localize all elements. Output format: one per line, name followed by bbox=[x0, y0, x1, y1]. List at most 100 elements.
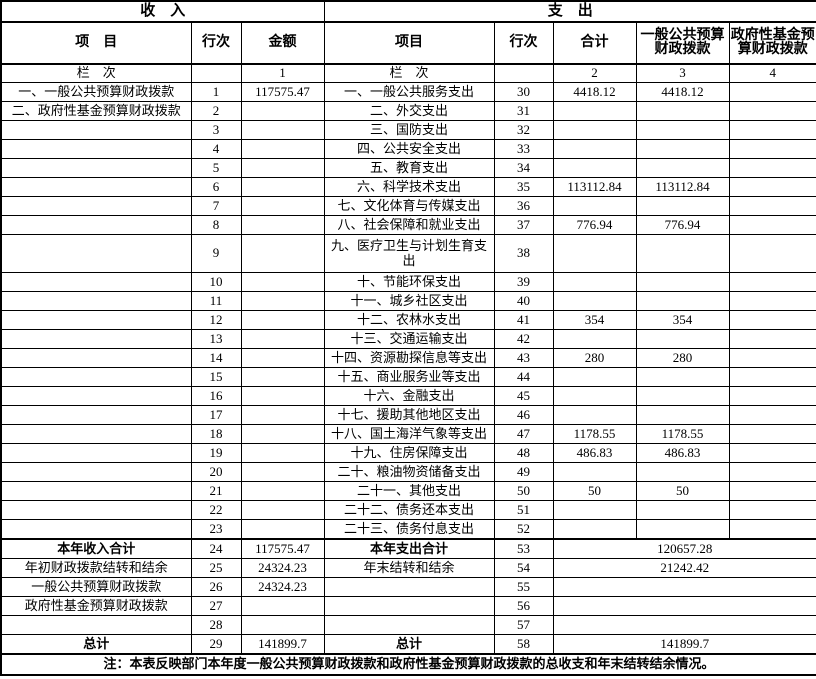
expense-general-cell bbox=[635, 405, 730, 425]
expense-total-cell: 113112.84 bbox=[552, 177, 637, 197]
income-line-cell: 15 bbox=[190, 367, 242, 387]
expense-fund-cell bbox=[728, 424, 816, 444]
income-line-cell: 18 bbox=[190, 424, 242, 444]
expense-line-cell: 57 bbox=[493, 615, 554, 635]
income-item-cell: 一般公共预算财政拨款 bbox=[0, 577, 192, 597]
income-amount-cell bbox=[240, 596, 325, 616]
income-amount-cell: 24324.23 bbox=[240, 577, 325, 597]
income-amount-cell bbox=[240, 405, 325, 425]
expense-item-cell: 总计 bbox=[323, 634, 495, 655]
expense-line-cell: 39 bbox=[493, 272, 554, 292]
expense-fund-cell bbox=[728, 215, 816, 235]
expense-merged-value-cell: 120657.28 bbox=[552, 538, 816, 559]
note-row: 注：本表反映部门本年度一般公共预算财政拨款和政府性基金预算财政拨款的总收支和年末… bbox=[0, 653, 816, 676]
expense-total-cell bbox=[552, 158, 637, 178]
income-line-cell: 27 bbox=[190, 596, 242, 616]
summary-row: 政府性基金预算财政拨款 27 56 bbox=[0, 596, 816, 616]
income-item-cell bbox=[0, 291, 192, 311]
expense-line-cell: 56 bbox=[493, 596, 554, 616]
income-col-num: 1 bbox=[240, 63, 325, 83]
expense-fund-cell bbox=[728, 462, 816, 482]
expense-item-cell bbox=[323, 596, 495, 616]
income-amount-cell: 24324.23 bbox=[240, 558, 325, 578]
summary-row: 年初财政拨款结转和结余 25 24324.23 年末结转和结余 54 21242.42 bbox=[0, 558, 816, 578]
income-amount-cell bbox=[240, 348, 325, 368]
expense-col-num-total: 2 bbox=[552, 63, 637, 83]
expense-general-cell: 486.83 bbox=[635, 443, 730, 463]
income-amount-cell bbox=[240, 329, 325, 349]
income-item-cell bbox=[0, 405, 192, 425]
income-item-cell bbox=[0, 329, 192, 349]
column-index-row: 栏 次 1 栏 次 2 3 4 bbox=[0, 63, 816, 83]
table-row: 9 九、医疗卫生与计划生育支出 38 bbox=[0, 234, 816, 273]
expense-total-cell bbox=[552, 329, 637, 349]
expense-total-cell: 776.94 bbox=[552, 215, 637, 235]
expense-fund-cell bbox=[728, 120, 816, 140]
income-line-cell: 2 bbox=[190, 101, 242, 121]
expense-general-cell bbox=[635, 158, 730, 178]
income-amount-cell bbox=[240, 310, 325, 330]
table-row: 17 十七、援助其他地区支出 46 bbox=[0, 405, 816, 425]
expense-line-cell: 38 bbox=[493, 234, 554, 273]
income-item-cell: 年初财政拨款结转和结余 bbox=[0, 558, 192, 578]
expense-col-num-fund: 4 bbox=[728, 63, 816, 83]
expense-general-cell bbox=[635, 234, 730, 273]
expense-item-cell bbox=[323, 577, 495, 597]
expense-general-cell: 776.94 bbox=[635, 215, 730, 235]
income-amount-cell bbox=[240, 158, 325, 178]
expense-general-cell: 4418.12 bbox=[635, 82, 730, 102]
summary-row: 28 57 bbox=[0, 615, 816, 635]
expense-total-cell bbox=[552, 196, 637, 216]
expense-line-cell: 41 bbox=[493, 310, 554, 330]
income-line-cell: 11 bbox=[190, 291, 242, 311]
table-note: 注：本表反映部门本年度一般公共预算财政拨款和政府性基金预算财政拨款的总收支和年末… bbox=[0, 653, 816, 676]
expense-general-cell bbox=[635, 500, 730, 520]
income-amount-cell bbox=[240, 101, 325, 121]
expense-total-cell bbox=[552, 405, 637, 425]
expense-general-cell: 1178.55 bbox=[635, 424, 730, 444]
expense-item-cell: 十七、援助其他地区支出 bbox=[323, 405, 495, 425]
expense-line-cell: 35 bbox=[493, 177, 554, 197]
expense-line-cell: 54 bbox=[493, 558, 554, 578]
income-item-cell bbox=[0, 310, 192, 330]
table-row: 11 十一、城乡社区支出 40 bbox=[0, 291, 816, 311]
summary-rows-body: 本年收入合计 24 117575.47 本年支出合计 53 120657.28 年初财政拨款… bbox=[0, 538, 816, 655]
expense-line-cell: 40 bbox=[493, 291, 554, 311]
expense-line-cell: 30 bbox=[493, 82, 554, 102]
expense-total-cell: 486.83 bbox=[552, 443, 637, 463]
expense-item-cell: 十一、城乡社区支出 bbox=[323, 291, 495, 311]
income-item-cell bbox=[0, 462, 192, 482]
expense-fund-cell bbox=[728, 101, 816, 121]
expense-line-cell: 51 bbox=[493, 500, 554, 520]
income-item-cell: 本年收入合计 bbox=[0, 538, 192, 559]
table-row: 一、一般公共预算财政拨款 1 117575.47 一、一般公共服务支出 30 4418.1… bbox=[0, 82, 816, 102]
expense-item-cell: 七、文化体育与传媒支出 bbox=[323, 196, 495, 216]
expense-general-cell: 50 bbox=[635, 481, 730, 501]
expense-item-cell: 二、外交支出 bbox=[323, 101, 495, 121]
table-row: 23 二十三、债务付息支出 52 bbox=[0, 519, 816, 540]
income-line-header: 行次 bbox=[190, 21, 242, 65]
section-header-row: 收 入 支 出 bbox=[0, 0, 816, 23]
expense-line-cell: 52 bbox=[493, 519, 554, 540]
expense-total-cell bbox=[552, 234, 637, 273]
expense-fund-cell bbox=[728, 291, 816, 311]
expense-item-cell: 十五、商业服务业等支出 bbox=[323, 367, 495, 387]
expense-line-cell: 47 bbox=[493, 424, 554, 444]
expense-item-cell: 十九、住房保障支出 bbox=[323, 443, 495, 463]
table-row: 18 十八、国土海洋气象等支出 47 1178.55 1178.55 bbox=[0, 424, 816, 444]
expense-line-cell: 36 bbox=[493, 196, 554, 216]
expense-fund-cell bbox=[728, 500, 816, 520]
expense-lanci-label: 栏 次 bbox=[323, 63, 495, 83]
expense-section-title: 支 出 bbox=[323, 0, 816, 23]
income-item-cell bbox=[0, 196, 192, 216]
income-item-cell bbox=[0, 120, 192, 140]
income-amount-cell bbox=[240, 367, 325, 387]
income-amount-cell bbox=[240, 386, 325, 406]
expense-item-cell: 二十一、其他支出 bbox=[323, 481, 495, 501]
expense-total-header: 合计 bbox=[552, 21, 637, 65]
expense-total-cell bbox=[552, 519, 637, 540]
table-row: 21 二十一、其他支出 50 50 50 bbox=[0, 481, 816, 501]
income-line-cell: 19 bbox=[190, 443, 242, 463]
income-item-cell bbox=[0, 272, 192, 292]
income-lanci-empty bbox=[190, 63, 242, 83]
